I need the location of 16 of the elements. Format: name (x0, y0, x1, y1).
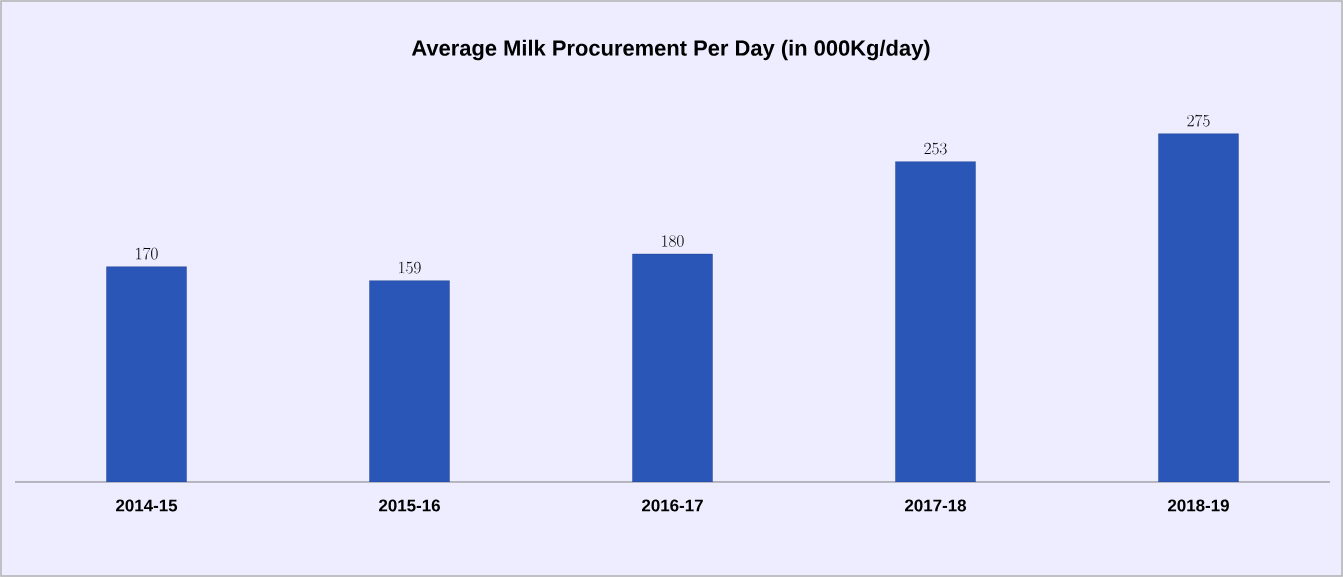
x-tick-label: 2014-15 (116, 499, 178, 512)
data-label: 180 (662, 235, 684, 247)
x-tick-label: 2016-17 (642, 499, 703, 512)
x-tick-label: 2015-16 (379, 499, 440, 512)
bar (1158, 133, 1239, 482)
chart-title: Average Milk Procurement Per Day (in 000Kg/day) (411, 39, 930, 61)
bar (106, 266, 187, 482)
x-tick-label: 2018-19 (1167, 499, 1229, 512)
data-label: 159 (399, 261, 421, 274)
x-tick-label: 2017-18 (905, 499, 967, 512)
bar (369, 280, 450, 482)
data-label: 170 (136, 247, 158, 260)
data-label: 275 (1187, 114, 1210, 127)
bar (632, 253, 713, 482)
bar (895, 161, 976, 482)
data-label: 253 (924, 142, 947, 155)
